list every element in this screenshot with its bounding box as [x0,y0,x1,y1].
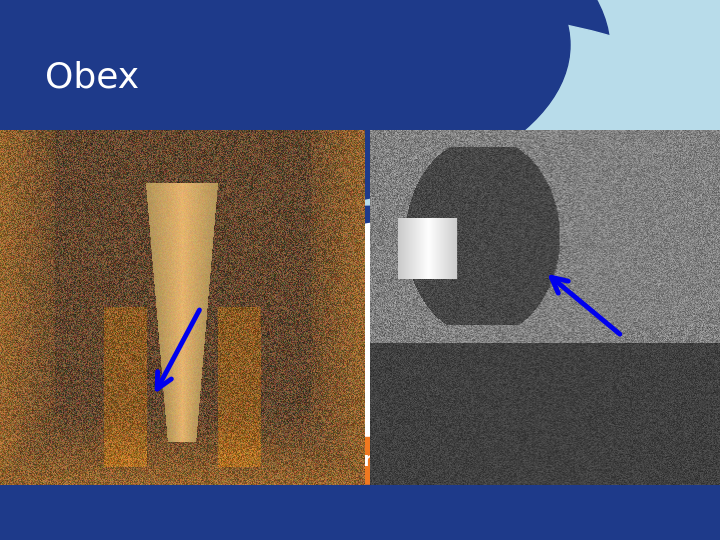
Ellipse shape [0,5,710,205]
Ellipse shape [0,0,570,210]
Bar [0,437,720,485]
Ellipse shape [0,0,610,230]
Ellipse shape [360,0,720,220]
Text: Confluence between the 4: Confluence between the 4 [22,451,311,470]
Text: Obex: Obex [45,61,139,95]
Bar [0,485,720,540]
Text: th: th [318,448,335,462]
Text: ventricle and central canal of the spinal cord: ventricle and central canal of the spina… [330,451,720,470]
